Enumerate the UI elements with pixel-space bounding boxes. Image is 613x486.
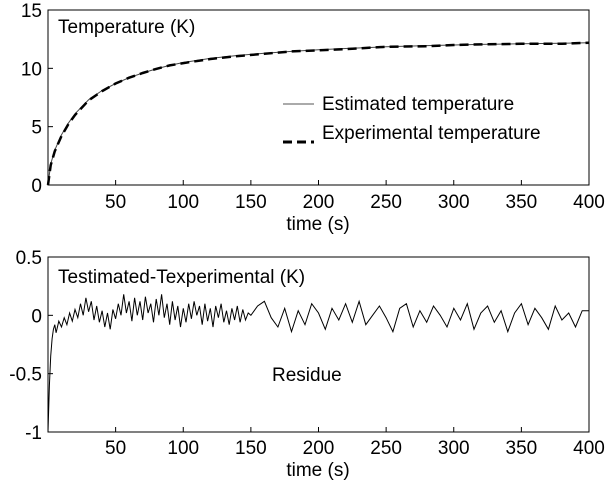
- series-line-experimental: [46, 41, 590, 186]
- residue-y-tick-label: -0.5: [9, 365, 42, 386]
- temperature-chart-title: Temperature (K): [58, 17, 195, 38]
- temperature-y-tick-label: 0: [31, 176, 42, 197]
- temperature-series: [46, 41, 590, 186]
- temperature-y-tick-label: 10: [21, 59, 42, 80]
- residue-y-tick-label: 0: [31, 306, 42, 327]
- residue-x-tick-label: 100: [167, 438, 199, 459]
- temperature-x-tick-label: 150: [235, 192, 267, 213]
- residue-chart-title: Testimated-Texperimental (K): [58, 267, 305, 288]
- residue-y-ticks: -1 -0.5 0 0.5: [9, 248, 53, 444]
- temperature-x-tick-label: 300: [438, 192, 470, 213]
- legend-label-experimental: Experimental temperature: [322, 123, 541, 144]
- temperature-x-tick-label: 100: [167, 192, 199, 213]
- residue-x-tick-label: 350: [506, 438, 538, 459]
- residue-x-tick-label: 250: [370, 438, 402, 459]
- temperature-x-tick-label: 50: [105, 192, 126, 213]
- residue-x-tick-label: 400: [573, 438, 605, 459]
- residue-x-axis-label: time (s): [286, 460, 349, 481]
- temperature-y-ticks: 0 5 10 15: [21, 1, 53, 197]
- residue-y-tick-label: -1: [25, 423, 42, 444]
- temperature-x-tick-label: 200: [303, 192, 335, 213]
- temperature-chart: 0 5 10 15 50 100 150 200 250 300 350 400 Temperatu…: [21, 1, 605, 235]
- temperature-x-axis-label: time (s): [286, 214, 349, 235]
- temperature-y-tick-label: 5: [31, 118, 42, 139]
- legend-label-estimated: Estimated temperature: [322, 94, 514, 115]
- temperature-x-ticks: 50 100 150 200 250 300 350 400: [105, 180, 605, 213]
- residue-x-tick-label: 150: [235, 438, 267, 459]
- residue-chart: -1 -0.5 0 0.5 50 100 150 200 250 300 350 400 Testi…: [9, 248, 605, 481]
- residue-x-tick-label: 300: [438, 438, 470, 459]
- residue-series: [47, 294, 589, 433]
- temperature-x-tick-label: 250: [370, 192, 402, 213]
- residue-x-tick-label: 50: [105, 438, 126, 459]
- temperature-x-tick-label: 350: [506, 192, 538, 213]
- temperature-legend: Estimated temperature Experimental tempe…: [283, 94, 541, 144]
- temperature-x-tick-label: 400: [573, 192, 605, 213]
- residue-x-tick-label: 200: [303, 438, 335, 459]
- residue-x-ticks: 50 100 150 200 250 300 350 400: [105, 427, 605, 459]
- residue-y-tick-label: 0.5: [16, 248, 42, 269]
- temperature-y-tick-label: 15: [21, 1, 42, 22]
- residue-annotation: Residue: [272, 365, 342, 386]
- series-line-residue: [47, 294, 589, 433]
